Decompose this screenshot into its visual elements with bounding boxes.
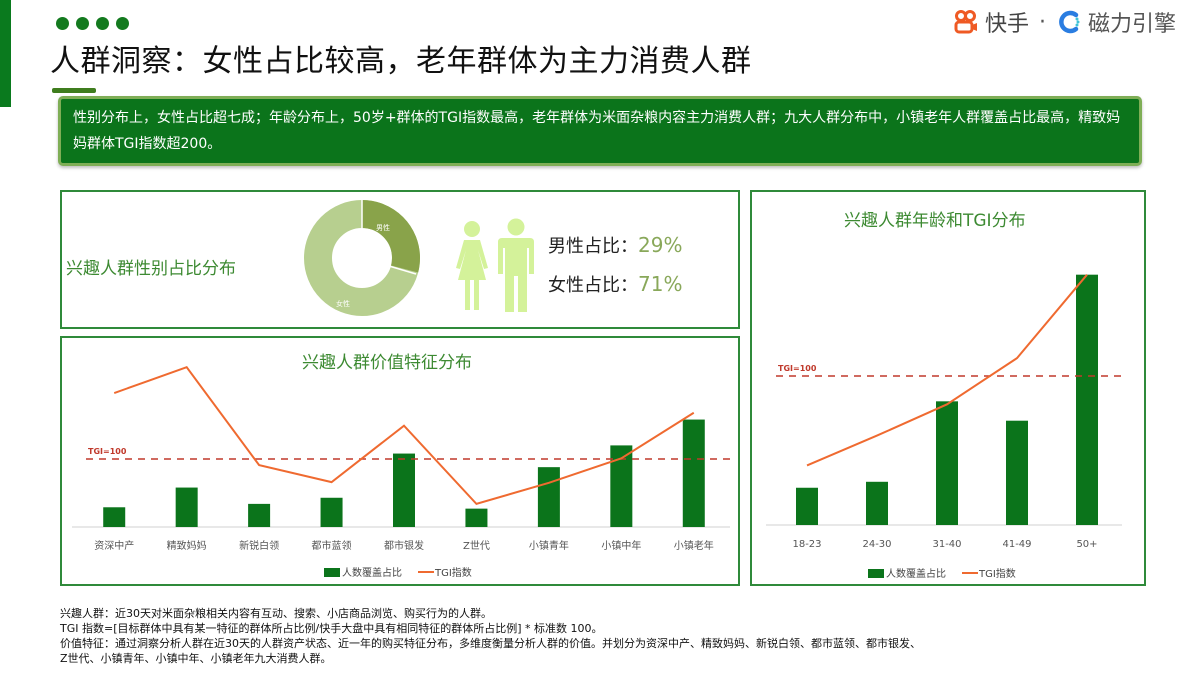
footnote-value-feature-cont: Z世代、小镇青年、小镇中年、小镇老年九大消费人群。 (60, 652, 332, 665)
female-ratio-label: 女性占比： (548, 275, 638, 296)
x-tick-label: 都市银发 (384, 539, 424, 552)
x-tick-label: 新锐白领 (239, 539, 279, 552)
bar (537, 467, 560, 527)
footnote-tgi: TGI 指数=[目标群体中具有某一特征的群体所占比例/快手大盘中具有相同特征的群… (60, 622, 603, 635)
footnote-value-feature: 价值特征：通过洞察分析人群在近30天的人群资产状态、近一年的购买特征分布，多维度… (60, 637, 921, 650)
bar (465, 508, 488, 527)
gender-donut-chart: 男性 女性 (304, 200, 420, 316)
accent-bar (0, 0, 11, 107)
age-panel-title: 兴趣人群年龄和TGI分布 (844, 211, 1026, 231)
male-ratio-value: 29% (638, 233, 683, 257)
logo-separator: · (1038, 9, 1046, 35)
cili-engine-logo-icon (1059, 10, 1080, 34)
donut-female-label: 女性 (336, 299, 350, 308)
female-ratio-value: 71% (638, 272, 683, 296)
male-ratio-label: 男性占比： (548, 236, 638, 257)
x-tick-label: 41-49 (1002, 539, 1031, 550)
kuaishou-label: 快手 (984, 12, 1029, 37)
x-tick-label: 小镇中年 (601, 539, 641, 552)
legend-bar-swatch (868, 569, 884, 578)
bar (796, 487, 818, 525)
bar (1006, 420, 1028, 525)
x-tick-label: 24-30 (862, 539, 891, 550)
gender-panel: 兴趣人群性别占比分布 男性 女性 男性占比：29% 女性占比：71% (60, 190, 740, 329)
x-tick-label: 精致妈妈 (167, 539, 207, 552)
x-tick-label: 小镇老年 (674, 539, 714, 552)
female-ratio: 女性占比：71% (548, 271, 682, 297)
female-figure-icon (456, 221, 488, 310)
value-panel: 兴趣人群价值特征分布 资深中产 精致妈妈 新锐白领 都市蓝领 都市银发 Z世代 小镇青年 小镇… (60, 336, 740, 586)
x-tick-label: Z世代 (463, 540, 490, 552)
bar (866, 481, 888, 525)
age-chart: 18-23 24-30 31-40 41-49 50+ TGI=100 人数覆盖占比 TGI指… (766, 274, 1122, 580)
brand-logo: 快手 · 磁力引擎 (953, 6, 1176, 38)
value-panel-title: 兴趣人群价值特征分布 (302, 353, 472, 373)
page-title: 人群洞察：女性占比较高，老年群体为主力消费人群 (50, 44, 752, 79)
bar (393, 453, 415, 527)
kuaishou-logo-icon (954, 10, 977, 34)
decorative-dots (56, 17, 129, 30)
age-panel: 兴趣人群年龄和TGI分布 18-23 24-30 31-40 41-49 50+ TGI=… (750, 190, 1146, 586)
legend-line-label: TGI指数 (434, 566, 472, 579)
legend-bar-label: 人数覆盖占比 (342, 566, 402, 579)
bar (248, 503, 271, 527)
footnotes: 兴趣人群：近30天对米面杂粮相关内容有互动、搜索、小店商品浏览、购买行为的人群。… (60, 606, 1160, 666)
bar (682, 419, 705, 527)
bar (610, 445, 633, 527)
x-tick-label: 18-23 (792, 539, 821, 550)
bar (1076, 274, 1098, 525)
tgi-reference-label: TGI=100 (88, 447, 127, 456)
x-tick-label: 50+ (1076, 539, 1097, 550)
x-tick-label: 31-40 (932, 539, 961, 550)
summary-box: 性别分布上，女性占比超七成；年龄分布上，50岁+群体的TGI指数最高，老年群体为… (58, 96, 1142, 166)
cili-engine-label: 磁力引擎 (1087, 12, 1176, 37)
legend-bar-label: 人数覆盖占比 (886, 567, 946, 580)
male-figure-icon (498, 218, 534, 312)
legend-line-label: TGI指数 (978, 567, 1016, 580)
x-tick-label: 都市蓝领 (312, 539, 352, 552)
bar (103, 507, 126, 527)
x-tick-label: 资深中产 (94, 539, 134, 552)
tgi-line (806, 274, 1088, 467)
tgi-reference-label: TGI=100 (778, 364, 817, 373)
male-ratio: 男性占比：29% (548, 232, 682, 258)
x-tick-label: 小镇青年 (529, 539, 569, 552)
title-underline (52, 88, 96, 93)
bar (320, 497, 343, 527)
value-chart: 资深中产 精致妈妈 新锐白领 都市蓝领 都市银发 Z世代 小镇青年 小镇中年 小镇老年 TGI=1… (72, 366, 730, 579)
donut-male-label: 男性 (376, 223, 390, 232)
bar (936, 401, 958, 525)
tgi-line (113, 366, 695, 506)
footnote-interest-group: 兴趣人群：近30天对米面杂粮相关内容有互动、搜索、小店商品浏览、购买行为的人群。 (60, 607, 492, 620)
gender-panel-title: 兴趣人群性别占比分布 (66, 259, 236, 279)
bar (175, 487, 198, 527)
legend-bar-swatch (324, 568, 340, 577)
